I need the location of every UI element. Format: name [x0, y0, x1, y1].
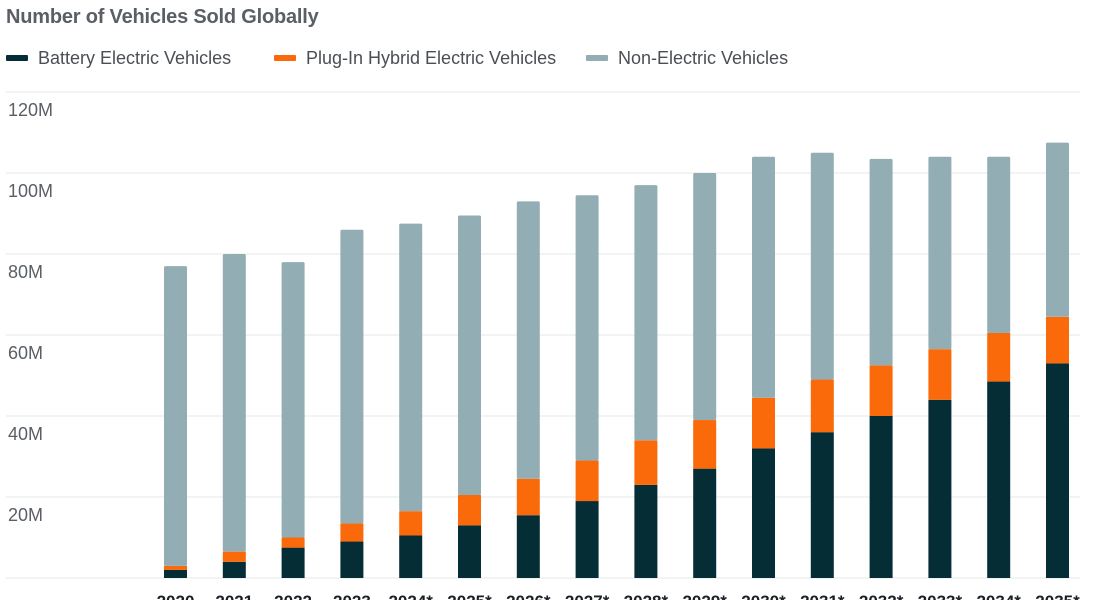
bar-phev-2026 [516, 478, 540, 516]
bar-phev-2035 [1046, 316, 1069, 364]
bar-bev-2032 [869, 416, 893, 578]
bar-bev-2028 [634, 484, 658, 578]
x-tick-label: 2025* [447, 592, 492, 600]
bar-phev-2023 [340, 523, 364, 542]
x-tick-label: 2031* [800, 592, 845, 600]
bar-bev-2023 [340, 541, 364, 578]
x-tick-label: 2024* [388, 592, 433, 600]
bar-phev-2030 [752, 397, 775, 449]
x-tick-label: 2030* [741, 592, 786, 600]
bar-phev-2020 [164, 565, 187, 570]
legend-label-phev: Plug-In Hybrid Electric Vehicles [306, 47, 557, 68]
bar-bev-2027 [575, 501, 599, 578]
bar-bev-2020 [164, 569, 187, 578]
legend-label-bev: Battery Electric Vehicles [38, 47, 232, 68]
bar-non-electric-2028 [634, 185, 658, 441]
bar-bev-2033 [928, 399, 952, 578]
x-tick-label: 2034* [976, 592, 1021, 600]
y-tick-label: 80M [8, 262, 43, 282]
x-tick-label: 2029* [682, 592, 727, 600]
bar-bev-2034 [987, 381, 1011, 578]
legend-label-non-electric: Non-Electric Vehicles [618, 47, 789, 68]
bar-phev-2028 [634, 440, 658, 485]
legend-item-bev: Battery Electric Vehicles [6, 46, 231, 70]
bar-bev-2029 [693, 468, 717, 578]
y-tick-label: 60M [8, 343, 43, 363]
bar-phev-2031 [810, 379, 834, 433]
x-tick-label: 2023 [333, 592, 371, 600]
bar-bev-2024 [399, 535, 423, 578]
bar-bev-2022 [281, 547, 305, 578]
bar-phev-2025 [458, 494, 481, 526]
bar-non-electric-2021 [222, 254, 246, 552]
bar-bev-2021 [222, 561, 246, 578]
bar-non-electric-2024 [399, 223, 423, 512]
bar-bev-2035 [1046, 363, 1069, 578]
bar-phev-2022 [281, 537, 305, 548]
x-tick-label: 2022 [274, 592, 312, 600]
bar-non-electric-2025 [458, 215, 481, 495]
y-tick-label: 20M [8, 505, 43, 525]
bar-non-electric-2035 [1046, 142, 1069, 317]
bar-non-electric-2034 [987, 156, 1011, 333]
legend-item-phev: Plug-In Hybrid Electric Vehicles [274, 46, 556, 70]
bar-non-electric-2033 [928, 156, 952, 350]
bar-phev-2024 [399, 511, 423, 536]
legend-swatch-bev [6, 55, 28, 61]
x-tick-label: 2026* [506, 592, 551, 600]
y-tick-label: 40M [8, 424, 43, 444]
bar-bev-2025 [458, 525, 481, 578]
y-tick-label: 100M [8, 181, 53, 201]
x-tick-label: 2035* [1035, 592, 1080, 600]
bar-non-electric-2031 [810, 152, 834, 380]
y-tick-label: 120M [8, 100, 53, 120]
bar-non-electric-2023 [340, 229, 364, 524]
bar-phev-2032 [869, 365, 893, 416]
bar-phev-2029 [693, 420, 717, 469]
bar-phev-2034 [987, 332, 1011, 382]
legend-item-non-electric: Non-Electric Vehicles [586, 46, 788, 70]
bar-phev-2021 [222, 551, 246, 562]
x-tick-label: 2033* [918, 592, 963, 600]
bar-phev-2027 [575, 460, 599, 502]
bar-non-electric-2032 [869, 158, 893, 366]
bar-bev-2031 [810, 432, 834, 578]
x-tick-label: 2020 [157, 592, 195, 600]
legend-swatch-non-electric [586, 55, 608, 61]
bar-non-electric-2030 [752, 156, 775, 398]
bar-bev-2030 [752, 448, 775, 578]
bar-non-electric-2027 [575, 195, 599, 461]
x-tick-label: 2032* [859, 592, 904, 600]
legend-swatch-phev [274, 55, 296, 61]
bar-phev-2033 [928, 349, 952, 400]
x-tick-label: 2028* [624, 592, 669, 600]
bar-bev-2026 [516, 515, 540, 578]
x-tick-label: 2027* [565, 592, 610, 600]
chart-title: Number of Vehicles Sold Globally [6, 6, 319, 28]
x-tick-label: 2021 [215, 592, 253, 600]
bar-non-electric-2026 [516, 201, 540, 479]
bar-non-electric-2029 [693, 173, 717, 421]
bar-non-electric-2022 [281, 262, 305, 538]
bar-non-electric-2020 [164, 266, 187, 566]
